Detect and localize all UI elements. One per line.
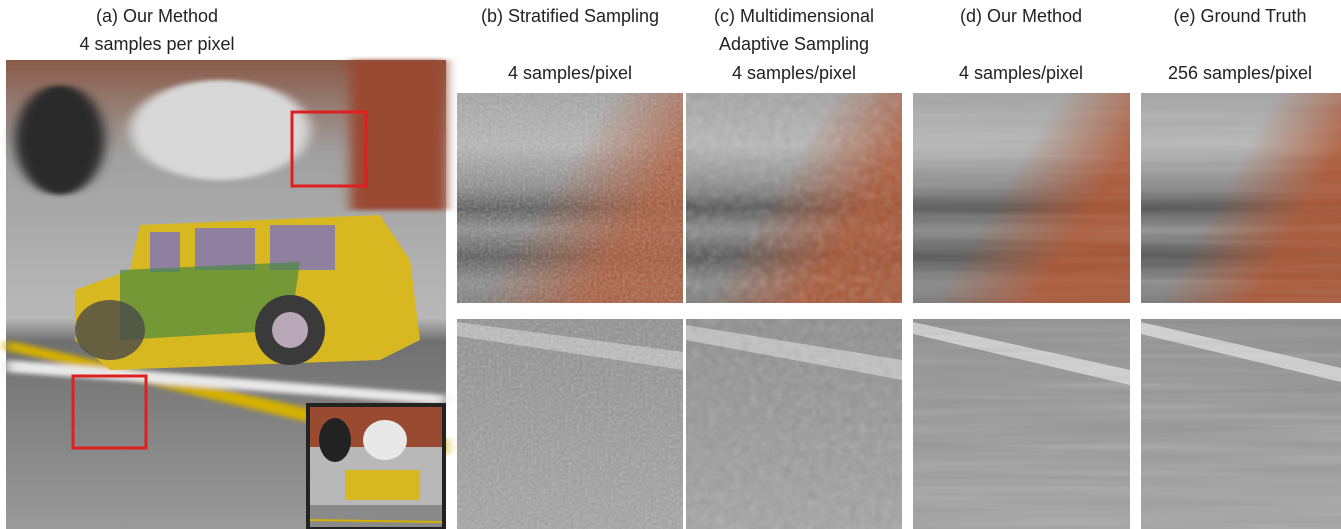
crop-d [913, 93, 1130, 529]
crops [457, 93, 1341, 529]
caption-title: (b) Stratified Sampling [481, 6, 659, 26]
main-image [6, 60, 446, 529]
caption-samples: 4 samples/pixel [732, 63, 856, 83]
caption-samples: 4 samples/pixel [508, 63, 632, 83]
caption-title: (e) Ground Truth [1173, 6, 1306, 26]
crop-b [457, 93, 683, 529]
crop-c [686, 93, 902, 529]
caption-samples: 256 samples/pixel [1168, 63, 1312, 83]
figure: (a) Our Method 4 samples per pixel (b) S… [0, 0, 1341, 529]
crop-e [1141, 93, 1341, 529]
inset-thumbnail [306, 403, 446, 529]
caption-samples: 4 samples/pixel [959, 63, 1083, 83]
caption-title: (c) Multidimensional [714, 6, 874, 26]
caption-title: (a) Our Method [96, 6, 218, 26]
caption-samples: 4 samples per pixel [79, 34, 234, 54]
caption-title: (d) Our Method [960, 6, 1082, 26]
caption-title: Adaptive Sampling [719, 34, 869, 54]
